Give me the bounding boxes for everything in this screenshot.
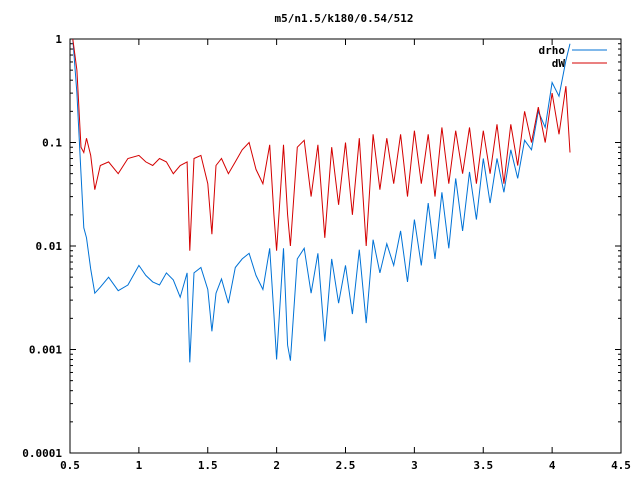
x-tick-label: 2 xyxy=(273,459,280,472)
x-tick-label: 1 xyxy=(136,459,143,472)
y-tick-label: 0.001 xyxy=(29,344,62,357)
y-tick-label: 0.0001 xyxy=(22,447,62,460)
x-tick-label: 4 xyxy=(549,459,556,472)
x-tick-label: 2.5 xyxy=(336,459,356,472)
x-tick-label: 3 xyxy=(411,459,418,472)
plot-frame xyxy=(69,38,622,454)
legend-label-dW: dW xyxy=(552,57,566,70)
legend-label-drho: drho xyxy=(539,44,566,57)
y-tick-label: 1 xyxy=(55,33,62,46)
x-tick-label: 4.5 xyxy=(611,459,631,472)
x-tick-label: 3.5 xyxy=(473,459,493,472)
series-layer xyxy=(72,38,571,363)
series-line-dW xyxy=(72,38,571,251)
y-tick-label: 0.1 xyxy=(42,137,62,150)
x-tick-label: 0.5 xyxy=(60,459,80,472)
axis-ticks: 0.5 1 1.5 2 2.5 3 3.5 4 4.5 0.0001 0.001 0.01 0.1 1 xyxy=(22,33,631,472)
chart-title: m5/n1.5/k180/0.54/512 xyxy=(274,12,413,25)
series-line-drho xyxy=(72,38,571,363)
x-tick-label: 1.5 xyxy=(198,459,218,472)
y-tick-label: 0.01 xyxy=(36,240,63,253)
